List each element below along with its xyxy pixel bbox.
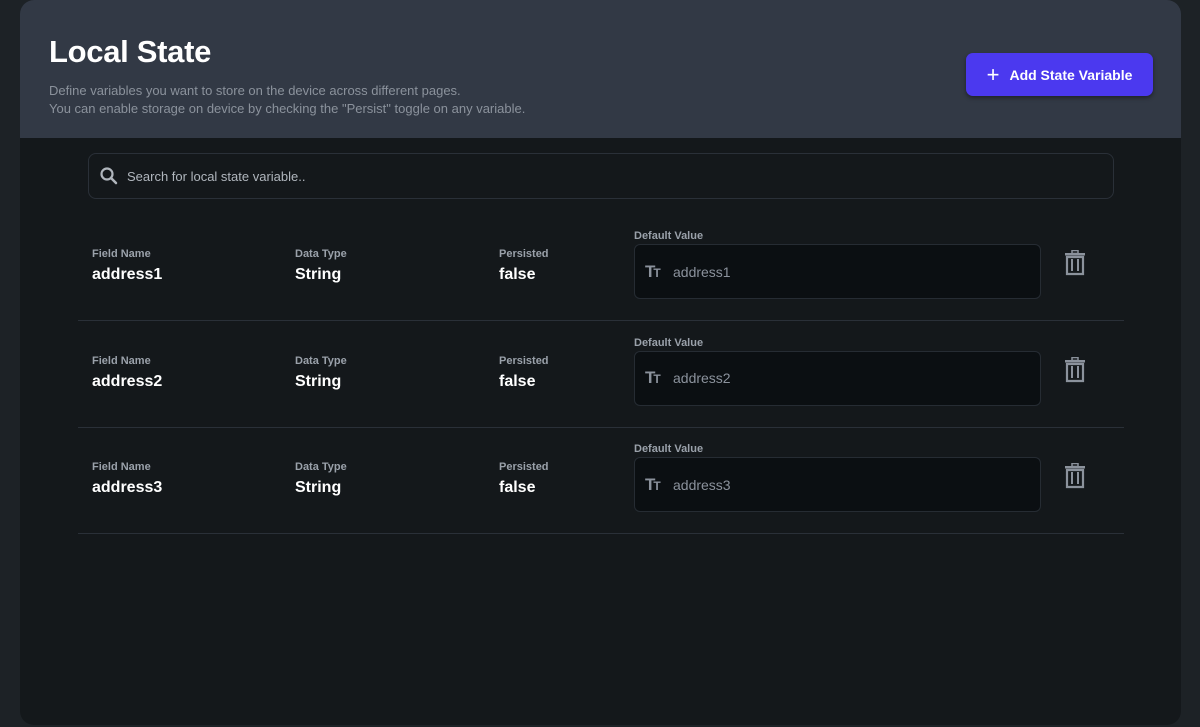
data-type-label: Data Type	[295, 461, 347, 473]
default-value-input[interactable]: TT address2	[634, 350, 1041, 406]
field-name-label: Field Name	[92, 248, 151, 260]
panel-header: Local State Define variables you want to…	[20, 0, 1181, 138]
default-value-text: address1	[673, 263, 731, 280]
persisted-label: Persisted	[499, 354, 549, 367]
local-state-panel: Local State Define variables you want to…	[20, 0, 1181, 725]
delete-button[interactable]	[1064, 249, 1086, 281]
text-type-icon: TT	[645, 368, 661, 387]
page-title: Local State	[49, 34, 212, 69]
persisted-value: false	[499, 372, 536, 390]
search-field[interactable]	[88, 153, 1114, 199]
field-name-label: Field Name	[92, 354, 151, 367]
add-state-variable-button[interactable]: + Add State Variable	[966, 53, 1153, 96]
persisted-label: Persisted	[499, 461, 549, 473]
variable-row: Field Name address1 Data Type String Per…	[78, 214, 1124, 321]
field-name-value: address3	[92, 479, 163, 496]
field-name-value: address1	[92, 266, 163, 283]
data-type-value: String	[295, 479, 342, 496]
page-description: Define variables you want to store on th…	[49, 83, 526, 116]
search-input[interactable]	[127, 168, 1027, 184]
persisted-value: false	[499, 266, 536, 283]
data-type-value: String	[295, 266, 342, 283]
variable-row: Field Name address3 Data Type String Per…	[78, 427, 1124, 534]
data-type-label: Data Type	[295, 354, 347, 367]
data-type-label: Data Type	[295, 248, 347, 260]
default-value-label: Default Value	[634, 230, 704, 242]
persisted-label: Persisted	[499, 248, 549, 260]
variable-row: Field Name address2 Data Type String Per…	[78, 321, 1124, 428]
plus-icon: +	[986, 61, 1000, 87]
default-value-input[interactable]: TT address3	[634, 457, 1041, 512]
default-value-label: Default Value	[634, 336, 704, 349]
text-type-icon: TT	[645, 474, 661, 494]
trash-icon	[1065, 249, 1085, 276]
field-name-label: Field Name	[92, 461, 151, 473]
search-icon	[100, 167, 118, 185]
default-value-input[interactable]: TT address1	[634, 244, 1041, 299]
trash-icon	[1065, 462, 1085, 489]
persisted-value: false	[499, 479, 536, 496]
data-type-value: String	[295, 372, 342, 390]
text-type-icon: TT	[645, 261, 661, 281]
delete-button[interactable]	[1064, 462, 1086, 494]
field-name-value: address2	[92, 372, 163, 390]
delete-button[interactable]	[1064, 356, 1086, 388]
trash-icon	[1065, 356, 1085, 382]
default-value-text: address3	[673, 476, 731, 493]
default-value-text: address2	[673, 370, 731, 386]
default-value-label: Default Value	[634, 443, 704, 455]
